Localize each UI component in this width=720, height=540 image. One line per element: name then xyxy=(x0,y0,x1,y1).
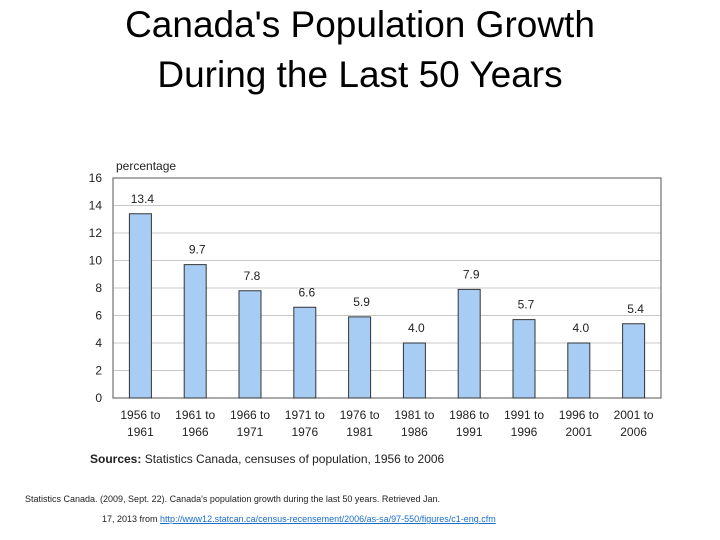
value-label-3: 6.6 xyxy=(298,285,315,299)
x-tick-label-6-line2: 1991 xyxy=(456,425,483,439)
x-tick-label-7-line1: 1991 to xyxy=(504,408,544,422)
bars xyxy=(128,213,646,399)
value-label-0: 13.4 xyxy=(131,192,155,206)
x-tick-label-4-line1: 1976 to xyxy=(340,408,380,422)
y-tick-label-12: 12 xyxy=(89,226,103,240)
source-label: Sources: xyxy=(90,452,142,466)
source-text: Statistics Canada, censuses of populatio… xyxy=(141,452,445,466)
bar-4 xyxy=(348,316,372,399)
x-tick-label-7-line2: 1996 xyxy=(511,425,538,439)
citation-line-2: 17, 2013 from http://www12.statcan.ca/ce… xyxy=(102,514,496,524)
title-line-2: During the Last 50 Years xyxy=(157,54,563,95)
y-tick-label-8: 8 xyxy=(95,281,102,295)
x-tick-label-4-line2: 1981 xyxy=(346,425,373,439)
citation-prefix: 17, 2013 from xyxy=(102,514,161,524)
x-tick-label-6-line1: 1986 to xyxy=(449,408,489,422)
plot-area-border xyxy=(112,177,662,399)
page-title: Canada's Population Growth During the La… xyxy=(0,0,720,100)
x-tick-label-0-line2: 1961 xyxy=(127,425,154,439)
bar-0 xyxy=(128,213,152,399)
value-label-6: 7.9 xyxy=(463,267,480,281)
y-tick-label-16: 16 xyxy=(89,171,103,185)
x-tick-label-0-line1: 1956 to xyxy=(120,408,160,422)
citation-line-1: Statistics Canada. (2009, Sept. 22). Can… xyxy=(25,494,440,504)
x-tick-label-2-line1: 1966 to xyxy=(230,408,270,422)
x-tick-label-5-line1: 1981 to xyxy=(394,408,434,422)
bar-6 xyxy=(457,288,481,399)
y-tick-label-10: 10 xyxy=(89,254,103,268)
x-tick-label-5-line2: 1986 xyxy=(401,425,428,439)
value-label-7: 5.7 xyxy=(518,298,535,312)
x-tick-label-3-line1: 1971 to xyxy=(285,408,325,422)
y-tick-label-14: 14 xyxy=(89,199,103,213)
y-tick-label-4: 4 xyxy=(95,336,102,350)
bar-8 xyxy=(567,342,591,399)
x-tick-label-2-line2: 1971 xyxy=(237,425,264,439)
title-line-1: Canada's Population Growth xyxy=(125,4,595,45)
value-label-9: 5.4 xyxy=(627,302,644,316)
bar-5 xyxy=(402,342,426,399)
x-tick-label-1-line1: 1961 to xyxy=(175,408,215,422)
x-tick-label-1-line2: 1966 xyxy=(182,425,209,439)
y-axis-label: percentage xyxy=(116,159,176,173)
y-tick-labels: 0 2 4 6 8 10 12 14 16 xyxy=(89,171,103,405)
bar-7 xyxy=(512,319,536,399)
value-labels: 13.4 9.7 7.8 6.6 5.9 4.0 7.9 5.7 4.0 5.4 xyxy=(131,192,645,335)
value-label-8: 4.0 xyxy=(572,321,589,335)
x-tick-label-8-line1: 1996 to xyxy=(559,408,599,422)
value-label-2: 7.8 xyxy=(244,269,261,283)
x-tick-label-8-line2: 2001 xyxy=(565,425,592,439)
value-label-4: 5.9 xyxy=(353,295,370,309)
bar-1 xyxy=(183,264,207,399)
y-tick-label-2: 2 xyxy=(95,364,102,378)
x-tick-labels: 1956 to 1961 1961 to 1966 1966 to 1971 1971 to… xyxy=(120,408,654,439)
bar-2 xyxy=(238,290,262,399)
x-tick-label-3-line2: 1976 xyxy=(291,425,318,439)
x-tick-label-9-line2: 2006 xyxy=(620,425,647,439)
citation-link[interactable]: http://www12.statcan.ca/census-recenseme… xyxy=(160,514,496,524)
source-note: Sources: Statistics Canada, censuses of … xyxy=(90,452,444,466)
bar-3 xyxy=(293,306,317,399)
x-tick-label-9-line1: 2001 to xyxy=(614,408,654,422)
y-tick-label-6: 6 xyxy=(95,309,102,323)
y-tick-label-0: 0 xyxy=(95,391,102,405)
bar-9 xyxy=(622,323,646,399)
value-label-1: 9.7 xyxy=(189,243,206,257)
value-label-5: 4.0 xyxy=(408,321,425,335)
